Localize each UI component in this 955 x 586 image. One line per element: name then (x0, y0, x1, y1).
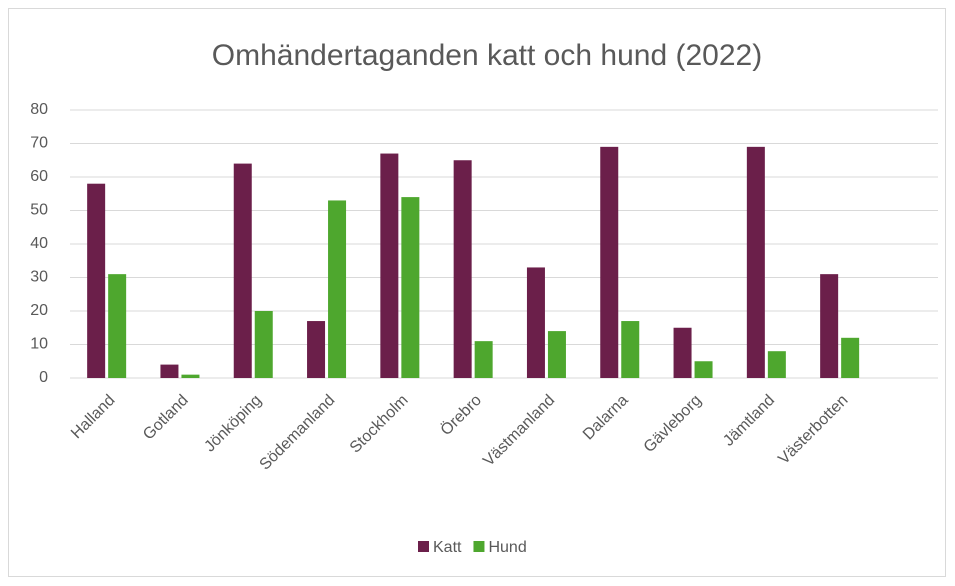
chart-frame (8, 8, 946, 577)
bar (621, 321, 640, 378)
bar (307, 321, 326, 378)
y-tick-label: 0 (39, 369, 48, 386)
bar (767, 351, 786, 378)
bar (547, 331, 566, 378)
bar (401, 197, 420, 378)
y-tick-label: 40 (30, 235, 48, 252)
bar (673, 327, 692, 378)
legend-swatch (473, 541, 485, 552)
y-tick-label: 10 (30, 336, 48, 353)
y-tick-label: 60 (30, 168, 48, 185)
bar (254, 311, 273, 378)
y-tick-label: 50 (30, 202, 48, 219)
bar (474, 341, 493, 378)
bar (108, 274, 127, 378)
bar (820, 274, 839, 378)
bar (181, 374, 200, 378)
bar (600, 146, 619, 378)
bar (233, 163, 252, 378)
y-tick-label: 80 (30, 101, 48, 118)
bar (694, 361, 713, 378)
legend-label: Katt (433, 539, 462, 556)
y-tick-label: 20 (30, 302, 48, 319)
bar (746, 146, 765, 378)
bar (328, 200, 347, 378)
bar (160, 364, 179, 378)
legend-swatch (418, 541, 429, 552)
bar (526, 267, 545, 378)
y-tick-label: 30 (30, 269, 48, 286)
y-tick-label: 70 (30, 135, 48, 152)
legend-label: Hund (488, 539, 526, 556)
bar (841, 337, 860, 378)
bar (453, 160, 472, 378)
chart-title: Omhändertaganden katt och hund (2022) (212, 39, 762, 72)
bar (87, 183, 106, 378)
bar (380, 153, 399, 378)
